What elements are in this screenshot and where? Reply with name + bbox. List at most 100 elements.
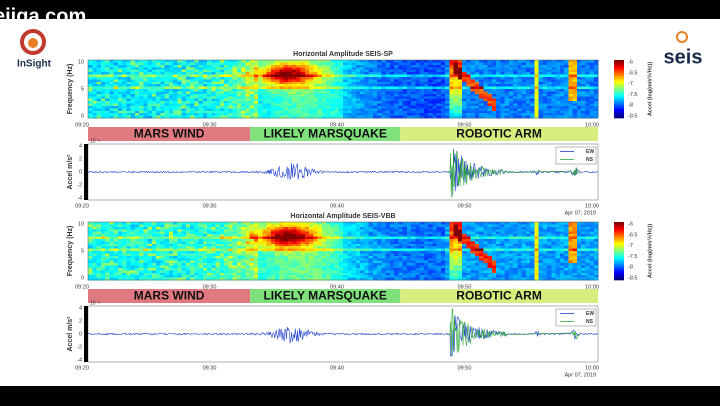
spectrogram-cell <box>224 105 229 109</box>
spectrogram-cell <box>270 260 276 264</box>
spectrogram-cell <box>105 246 110 249</box>
spectrogram-cell <box>300 248 306 252</box>
spectrogram-cell <box>130 277 136 281</box>
spectrogram-cell <box>500 108 505 112</box>
spectrogram-cell <box>428 236 433 240</box>
spectrogram-cell <box>300 69 306 73</box>
spectrogram-cell <box>309 263 314 266</box>
spectrogram-cell <box>585 103 590 107</box>
spectrogram-cell <box>113 105 119 109</box>
spectrogram-cell <box>211 60 216 63</box>
spectrogram-cell <box>160 248 165 252</box>
spectrogram-cell <box>402 224 408 228</box>
spectrogram-cell <box>156 115 161 119</box>
spectrogram-cell <box>547 108 552 112</box>
colorbar-cell <box>614 110 624 113</box>
colorbar-cell <box>614 100 624 103</box>
spectrogram-cell <box>364 251 369 254</box>
spectrogram-cell <box>117 226 123 230</box>
spectrogram-cell <box>139 248 144 252</box>
spectrogram-cell <box>372 98 378 102</box>
spectrogram-cell <box>330 238 335 242</box>
spectrogram-cell <box>521 69 527 73</box>
spectrogram-cell <box>419 277 425 281</box>
spectrogram-cell <box>134 115 140 119</box>
spectrogram-cell <box>542 103 548 107</box>
spectrogram-cell <box>211 248 216 252</box>
spectrogram-cell <box>462 74 467 78</box>
spectrogram-cell <box>113 241 119 245</box>
spectrogram-cell <box>445 62 450 66</box>
spectrogram-cell <box>249 277 255 281</box>
spectrogram-cell <box>266 267 272 271</box>
spectrogram-cell <box>173 91 178 95</box>
spectrogram-cell <box>262 105 267 109</box>
spectrogram-cell <box>181 272 187 276</box>
spectrogram-cell <box>355 234 361 237</box>
spectrogram-cell <box>487 103 493 107</box>
spectrogram-cell <box>445 115 450 119</box>
spectrogram-cell <box>219 222 225 225</box>
spectrogram-cell <box>355 272 361 276</box>
spectrogram-cell <box>168 76 174 80</box>
spectrogram-cell <box>564 86 569 90</box>
spectrogram-cell <box>258 275 263 278</box>
spectrogram-cell <box>317 234 323 237</box>
spectrogram-cell <box>419 251 425 254</box>
spectrogram-cell <box>219 74 225 78</box>
spectrogram-cell <box>266 64 272 68</box>
spectrogram-cell <box>236 236 242 240</box>
spectrogram-cell <box>190 272 195 276</box>
spectrogram-cell <box>224 263 229 266</box>
spectrogram-cell <box>296 255 301 259</box>
spectrogram-cell <box>428 243 433 247</box>
colorbar-cell <box>614 60 624 62</box>
spectrogram-cell <box>334 243 340 247</box>
spectrogram-cell <box>474 76 480 80</box>
spectrogram-cell <box>436 115 442 119</box>
spectrogram-cell <box>542 101 548 104</box>
spectrogram-cell <box>385 267 391 271</box>
spectrogram-cell <box>194 260 199 264</box>
spectrogram-cell <box>432 67 437 71</box>
spectrogram-cell <box>292 260 297 264</box>
spectrogram-cell <box>406 96 412 100</box>
spectrogram-cell <box>258 72 263 75</box>
spectrogram-cell <box>164 224 170 228</box>
spectrogram-cell <box>156 265 161 269</box>
spectrogram-cell <box>343 101 348 104</box>
spectrogram-cell <box>287 72 293 75</box>
spectrogram-cell <box>266 275 272 278</box>
spectrogram-cell <box>432 89 437 92</box>
spectrogram-cell <box>190 243 195 247</box>
spectrogram-cell <box>338 267 344 271</box>
spectrogram-cell <box>462 101 467 104</box>
spectrogram-cell <box>219 236 225 240</box>
spectrogram-cell <box>173 236 178 240</box>
spectrogram-cell <box>109 89 114 92</box>
spectrogram-cell <box>296 222 301 225</box>
spectrogram-cell <box>572 105 578 109</box>
spectrogram-cell <box>576 76 582 80</box>
spectrogram-cell <box>270 275 276 278</box>
spectrogram-cell <box>525 115 531 119</box>
spectrogram-cell <box>500 110 505 114</box>
spectrogram-cell <box>377 96 382 100</box>
spectrogram-cell <box>326 81 331 85</box>
spectrogram-cell <box>177 243 182 247</box>
colorbar-cell <box>614 107 624 110</box>
spectrogram-cell <box>406 248 412 252</box>
spectrogram-cell <box>105 248 110 252</box>
spectrogram-cell <box>487 79 493 83</box>
spectrogram-cell <box>521 98 527 102</box>
spectrogram-cell <box>372 236 378 240</box>
spectrogram-cell <box>559 113 565 116</box>
spectrogram-cell <box>236 260 242 264</box>
spectrogram-cell <box>224 234 229 237</box>
spectrogram-cell <box>151 101 157 104</box>
spectrogram-cell <box>462 86 467 90</box>
spectrogram-cell <box>262 89 267 92</box>
spectrogram-cell <box>534 113 539 116</box>
spectrogram-cell <box>334 238 340 242</box>
spectrogram-cell <box>440 246 446 249</box>
